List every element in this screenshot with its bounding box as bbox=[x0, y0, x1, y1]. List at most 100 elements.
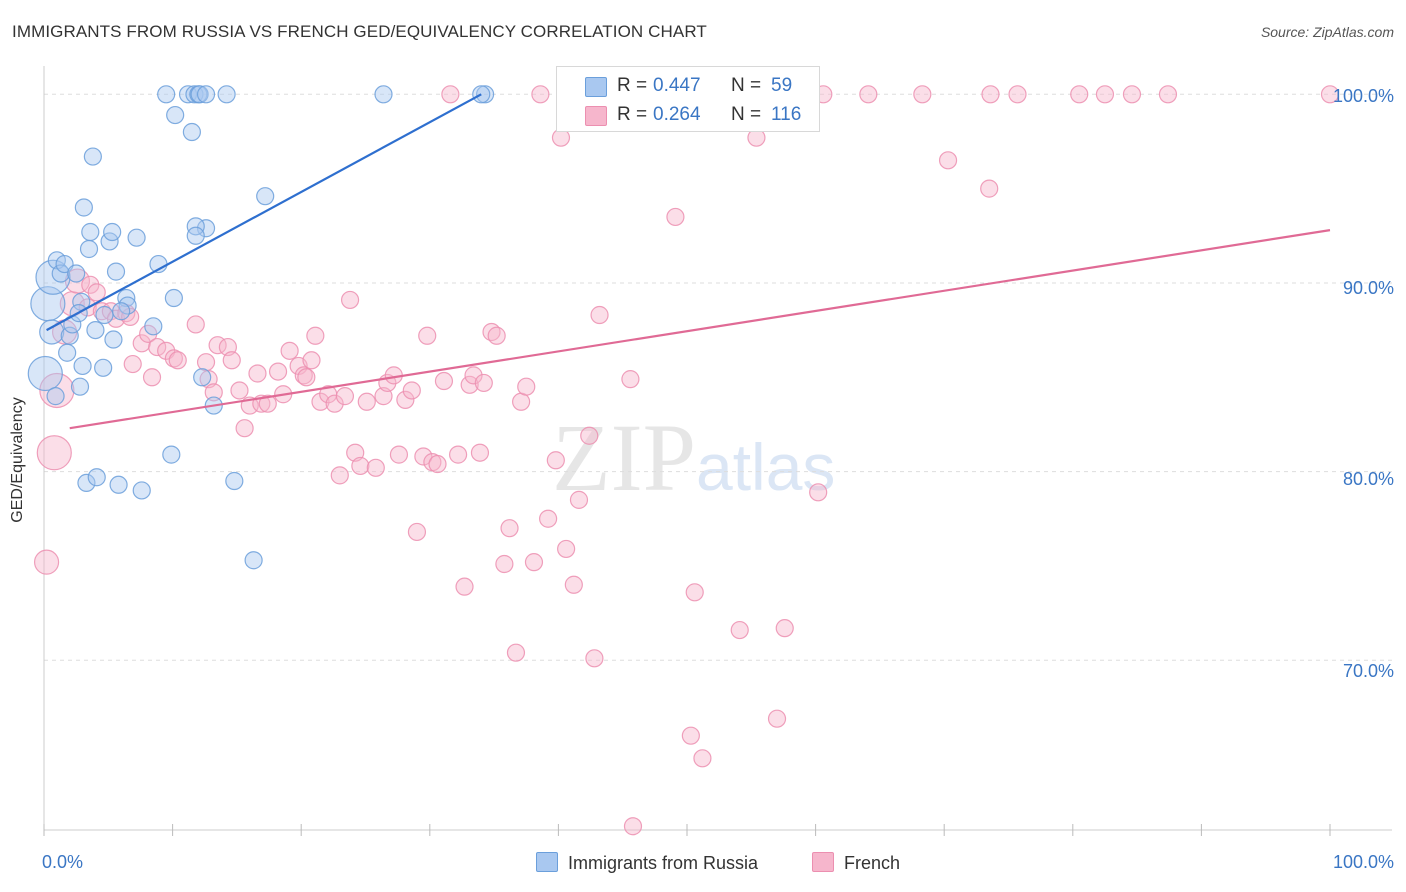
french-point bbox=[123, 354, 142, 374]
french-point bbox=[418, 326, 437, 345]
russia-point bbox=[94, 358, 113, 377]
russia-point bbox=[112, 302, 131, 321]
french-legend-label: French bbox=[844, 853, 901, 873]
stats-row-russia: R = 0.447 N = 59 bbox=[557, 71, 819, 101]
french-point bbox=[148, 337, 167, 357]
russia-point bbox=[374, 85, 393, 104]
french-point bbox=[1158, 85, 1178, 104]
russia-point bbox=[86, 320, 105, 340]
russia-point bbox=[162, 445, 181, 464]
french-point bbox=[464, 366, 483, 385]
french-point bbox=[564, 575, 583, 594]
russia-legend-label: Immigrants from Russia bbox=[568, 853, 759, 873]
french-point bbox=[330, 466, 349, 485]
y-tick-label-80: 80.0% bbox=[1342, 469, 1394, 489]
gridlines bbox=[44, 93, 1392, 661]
french-point bbox=[512, 392, 531, 411]
french-point bbox=[222, 351, 241, 370]
french-point bbox=[248, 364, 267, 383]
french-point bbox=[204, 383, 223, 402]
french-point bbox=[325, 394, 344, 413]
french-point bbox=[396, 390, 415, 409]
french-point bbox=[539, 509, 558, 528]
french-point bbox=[938, 151, 958, 170]
russia-point bbox=[225, 471, 244, 491]
french-point bbox=[168, 351, 187, 370]
french-point bbox=[693, 749, 712, 768]
r-label: R = bbox=[617, 75, 648, 96]
russia-swatch bbox=[585, 77, 607, 97]
french-point bbox=[448, 445, 468, 464]
french-point bbox=[557, 539, 576, 559]
russia-point bbox=[186, 226, 205, 245]
french-point bbox=[335, 387, 355, 406]
source-label: Source: ZipAtlas.com bbox=[1260, 24, 1394, 40]
french-point bbox=[775, 619, 794, 638]
french-point bbox=[460, 375, 479, 394]
y-tick-label-70: 70.0% bbox=[1342, 661, 1394, 681]
french-point bbox=[196, 353, 216, 372]
n-label: N = bbox=[731, 104, 762, 125]
russia-point bbox=[157, 85, 176, 104]
russia-point bbox=[27, 355, 63, 392]
french-point bbox=[585, 649, 604, 668]
french-point bbox=[809, 483, 828, 502]
french-point bbox=[666, 207, 685, 227]
french-swatch bbox=[585, 106, 607, 126]
french-point bbox=[767, 709, 787, 728]
russia-point bbox=[46, 387, 65, 406]
russia-point bbox=[73, 356, 92, 376]
x-tick-label-100: 100.0% bbox=[1332, 852, 1394, 872]
stats-legend: R = 0.447 N = 59 R = 0.264 N = 116 bbox=[556, 66, 820, 132]
russia-point bbox=[51, 264, 70, 283]
french-point bbox=[258, 394, 277, 413]
russia-point bbox=[70, 377, 90, 396]
axes bbox=[43, 66, 1392, 836]
french-point bbox=[859, 85, 878, 104]
french-point bbox=[268, 362, 288, 381]
french-point bbox=[366, 458, 385, 477]
french-point bbox=[531, 85, 550, 104]
russia-point bbox=[95, 305, 114, 325]
watermark-atlas: atlas bbox=[696, 430, 836, 504]
russia-point bbox=[166, 105, 185, 125]
french-point bbox=[414, 447, 433, 466]
french-point bbox=[981, 85, 1000, 104]
french-point bbox=[434, 371, 454, 391]
y-tick-label-90: 90.0% bbox=[1342, 278, 1394, 298]
russia-series bbox=[27, 85, 495, 570]
russia-point bbox=[256, 187, 275, 206]
french-point bbox=[306, 326, 325, 345]
stats-row-french: R = 0.264 N = 116 bbox=[557, 100, 819, 130]
french-point bbox=[500, 519, 519, 538]
french-point bbox=[402, 381, 421, 400]
russia-point bbox=[164, 288, 183, 308]
french-point bbox=[302, 351, 321, 370]
russia-point bbox=[87, 468, 106, 487]
french-point bbox=[87, 283, 106, 302]
russia-point bbox=[132, 481, 151, 500]
russia-point bbox=[58, 343, 77, 362]
legend-item-french: French bbox=[812, 852, 900, 874]
chart-title: IMMIGRANTS FROM RUSSIA VS FRENCH GED/EQU… bbox=[12, 22, 707, 41]
french-point bbox=[590, 305, 609, 325]
russia-point bbox=[217, 85, 236, 104]
russia-point bbox=[83, 147, 102, 166]
french-point bbox=[623, 817, 643, 836]
french-point bbox=[470, 443, 490, 462]
french-point bbox=[517, 377, 536, 396]
french-point bbox=[230, 381, 249, 400]
french-point bbox=[546, 451, 565, 470]
russia-point bbox=[244, 551, 263, 570]
french-point bbox=[524, 553, 544, 572]
french-point bbox=[569, 490, 589, 509]
french-point bbox=[428, 454, 447, 474]
russia-point bbox=[196, 85, 216, 104]
y-axis-label: GED/Equivalency bbox=[9, 397, 26, 523]
french-point bbox=[487, 326, 506, 345]
french-point bbox=[621, 370, 640, 389]
french-point bbox=[142, 368, 162, 387]
x-tick-label-0: 0.0% bbox=[42, 852, 84, 872]
french-point bbox=[681, 726, 700, 745]
legend-item-russia: Immigrants from Russia bbox=[536, 852, 758, 874]
